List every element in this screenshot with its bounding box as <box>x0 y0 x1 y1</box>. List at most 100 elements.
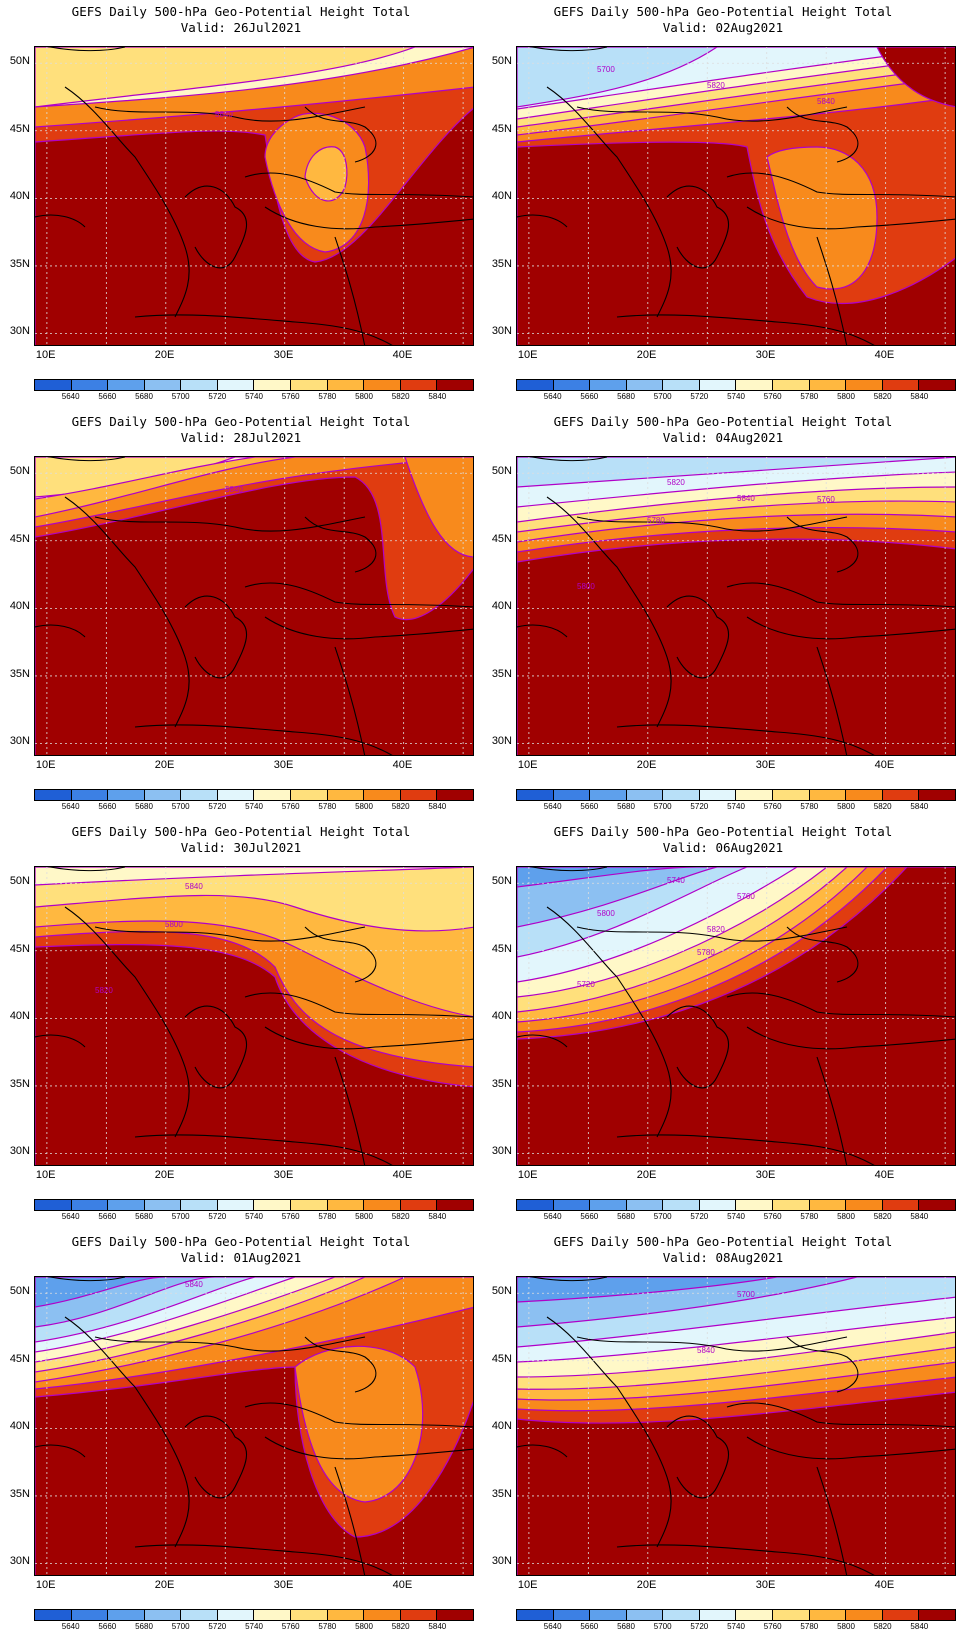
colorbar-tick-label: 5640 <box>543 1212 562 1221</box>
height-field-map: 5700 5840 <box>517 1277 955 1575</box>
latitude-tick-label: 45N <box>491 532 512 545</box>
longitude-tick-label: 10E <box>35 1169 56 1181</box>
colorbar-tick-label: 5820 <box>873 392 892 401</box>
contour-label: 5820 <box>707 81 725 90</box>
colorbar-tick-label: 5760 <box>281 802 300 811</box>
colorbar <box>34 1199 474 1211</box>
colorbar-tick-label: 5700 <box>653 1622 672 1631</box>
colorbar-tick-label: 5720 <box>690 802 709 811</box>
colorbar-swatch <box>736 790 774 800</box>
colorbar-swatch <box>181 1610 218 1620</box>
colorbar-swatch <box>181 380 218 390</box>
map-panel: GEFS Daily 500-hPa Geo-Potential Height … <box>482 820 964 1230</box>
colorbar-tick-label: 5640 <box>543 802 562 811</box>
latitude-tick-label: 45N <box>491 942 512 955</box>
colorbar-tick-label: 5660 <box>580 1622 599 1631</box>
contour-band <box>517 1391 955 1575</box>
colorbar-swatch <box>217 1200 255 1210</box>
colorbar-tick-label: 5700 <box>171 1622 190 1631</box>
colorbar-tick-label: 5700 <box>653 802 672 811</box>
colorbar-swatch <box>517 790 554 800</box>
contour-band <box>517 47 719 108</box>
coastline-border <box>47 867 126 872</box>
colorbar-tick-label: 5800 <box>355 1212 373 1221</box>
colorbar-swatch <box>699 1200 737 1210</box>
colorbar-swatch <box>35 790 72 800</box>
map-panel: GEFS Daily 500-hPa Geo-Potential Height … <box>0 0 482 410</box>
coastline-border <box>529 1277 608 1282</box>
colorbar-tick-label: 5800 <box>837 392 855 401</box>
colorbar-tick-label: 5840 <box>910 1622 929 1631</box>
longitude-tick-label: 40E <box>392 1169 413 1181</box>
colorbar-swatch <box>108 1610 145 1620</box>
colorbar-swatch <box>553 1610 591 1620</box>
colorbar-swatch <box>71 1200 109 1210</box>
colorbar-swatch <box>437 380 473 390</box>
colorbar-tick-label: 5740 <box>727 1622 745 1631</box>
colorbar-swatch <box>35 1200 72 1210</box>
colorbar-swatch <box>108 380 145 390</box>
map-plot-area: 5840 <box>34 1276 474 1576</box>
coastline-border <box>35 214 86 228</box>
longitude-tick-label: 20E <box>154 759 175 771</box>
coastline-border <box>264 1436 473 1460</box>
coastline-border <box>666 1415 730 1499</box>
colorbar-swatch <box>626 380 664 390</box>
latitude-tick-label: 45N <box>491 122 512 135</box>
panel-valid-date: Valid: 02Aug2021 <box>662 20 784 35</box>
contour-band <box>517 538 955 755</box>
coastline-border <box>94 926 366 942</box>
coastline-border <box>666 595 730 679</box>
latitude-tick-label: 40N <box>9 1420 30 1433</box>
colorbar <box>34 1609 474 1621</box>
coastline-border <box>94 1336 366 1352</box>
panel-title: GEFS Daily 500-hPa Geo-Potential Height … <box>71 414 411 429</box>
colorbar-swatch <box>663 1610 700 1620</box>
colorbar-tick-label: 5740 <box>727 802 745 811</box>
coastline-border <box>264 206 473 230</box>
colorbar-tick-label: 5720 <box>208 1212 227 1221</box>
colorbar <box>516 789 956 801</box>
colorbar-tick-label: 5760 <box>281 1622 300 1631</box>
coastline-border <box>134 1134 393 1165</box>
colorbar-swatch <box>144 1200 182 1210</box>
map-panel: GEFS Daily 500-hPa Geo-Potential Height … <box>0 1230 482 1640</box>
colorbar-tick-label: 5840 <box>428 392 447 401</box>
latitude-tick-label: 45N <box>9 1352 30 1365</box>
coastline-border <box>529 457 608 462</box>
colorbar-tick-label: 5640 <box>61 1622 80 1631</box>
contour-label: 5820 <box>707 925 725 934</box>
coastline-border <box>134 314 393 345</box>
coastline-border <box>517 624 568 638</box>
longitude-tick-label: 30E <box>755 759 776 771</box>
colorbar-tick-label: 5800 <box>837 1212 855 1221</box>
longitude-tick-label: 20E <box>636 1169 657 1181</box>
coastline-border <box>184 1005 248 1089</box>
map-plot-area: 5760 5780 5800 5820 5840 <box>516 456 956 756</box>
colorbar-tick-label: 5720 <box>208 802 227 811</box>
colorbar-swatch <box>364 1610 401 1620</box>
longitude-tick-label: 10E <box>517 1169 538 1181</box>
panel-title: GEFS Daily 500-hPa Geo-Potential Height … <box>553 1234 893 1249</box>
contour-label: 5800 <box>577 582 595 591</box>
colorbar-swatch <box>590 380 627 390</box>
colorbar-swatch <box>254 380 292 390</box>
colorbar-swatch <box>846 380 883 390</box>
colorbar-tick-label: 5680 <box>617 392 635 401</box>
colorbar-tick-label: 5840 <box>910 1212 929 1221</box>
coastline-border <box>184 595 248 679</box>
colorbar-tick-label: 5720 <box>690 1622 709 1631</box>
coastline-border <box>726 172 955 198</box>
colorbar-swatch <box>699 380 737 390</box>
coastline-border <box>666 185 730 269</box>
coastline-border <box>546 86 672 318</box>
latitude-tick-label: 30N <box>9 1555 30 1568</box>
colorbar-swatch <box>108 1200 145 1210</box>
coastline-border <box>47 47 126 52</box>
contour-label: 5840 <box>737 494 755 503</box>
longitude-tick-label: 30E <box>273 759 294 771</box>
coastline-border <box>726 582 955 608</box>
longitude-tick-label: 30E <box>273 1579 294 1591</box>
colorbar-tick-label: 5840 <box>910 802 929 811</box>
colorbar-tick-label: 5640 <box>61 392 80 401</box>
